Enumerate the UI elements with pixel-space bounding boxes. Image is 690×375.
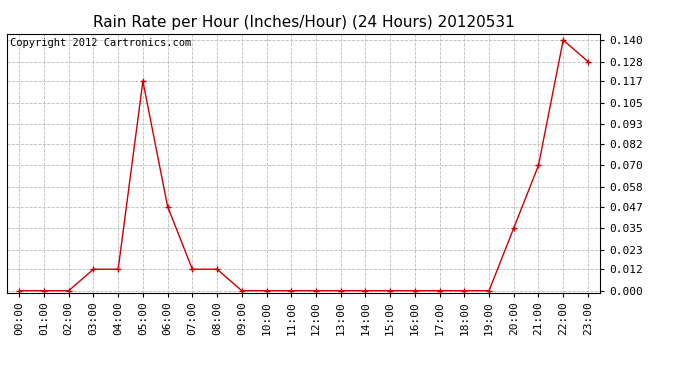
Title: Rain Rate per Hour (Inches/Hour) (24 Hours) 20120531: Rain Rate per Hour (Inches/Hour) (24 Hou… — [92, 15, 515, 30]
Text: Copyright 2012 Cartronics.com: Copyright 2012 Cartronics.com — [10, 38, 191, 48]
